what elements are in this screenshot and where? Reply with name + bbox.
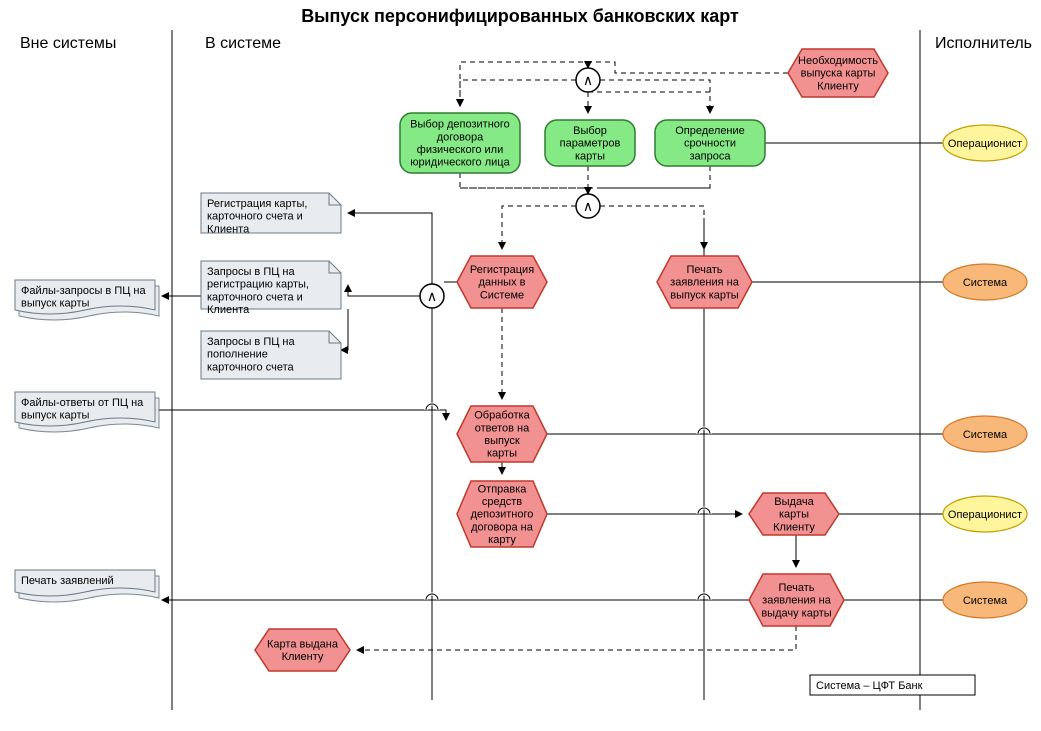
edge <box>357 626 796 650</box>
doc-text: Печать заявлений <box>21 575 114 587</box>
event-node: Необходимостьвыпуска картыКлиенту <box>788 49 888 97</box>
edge <box>341 309 348 350</box>
edge <box>588 92 710 113</box>
edge <box>155 410 446 420</box>
edge <box>502 206 576 249</box>
external-doc: Печать заявлений <box>15 570 159 602</box>
performer: Операционист <box>943 496 1027 532</box>
process-node: Определениесрочностизапроса <box>655 120 765 166</box>
gate-label: ∧ <box>583 72 593 88</box>
process-node: Выборпараметровкарты <box>545 120 635 166</box>
performer: Система <box>943 582 1027 618</box>
external-doc: Файлы-ответы от ПЦ навыпуск карты <box>15 392 159 432</box>
external-doc: Файлы-запросы в ПЦ навыпуск карты <box>15 280 159 320</box>
column-header: В системе <box>205 35 281 52</box>
event-node: Отправкасредствдепозитногодоговора накар… <box>457 481 547 547</box>
event-node: Карта выданаКлиенту <box>255 629 350 671</box>
gate-label: ∧ <box>427 288 437 304</box>
event-node: Регистрацияданных вСистеме <box>457 256 547 308</box>
performer: Система <box>943 416 1027 452</box>
note: Регистрация карты,карточного счета иКлие… <box>201 193 341 235</box>
edge <box>348 285 420 296</box>
edge <box>600 80 710 113</box>
performer-label: Операционист <box>948 138 1022 150</box>
performer: Операционист <box>943 125 1027 161</box>
edge <box>460 80 576 106</box>
note: Запросы в ПЦ нарегистрацию карты,карточн… <box>201 261 341 316</box>
event-node: Обработкаответов навыпусккарты <box>457 406 547 462</box>
performer-label: Система <box>963 277 1008 289</box>
caption-text: Система – ЦФТ Банк <box>816 680 923 692</box>
event-node: ВыдачакартыКлиенту <box>749 493 839 535</box>
column-header: Исполнитель <box>935 35 1032 52</box>
gate-label: ∧ <box>583 198 593 214</box>
note: Запросы в ПЦ напополнениекарточного счет… <box>201 331 341 379</box>
performer-label: Операционист <box>948 509 1022 521</box>
edge <box>348 213 432 284</box>
diagram-title: Выпуск персонифицированных банковских ка… <box>301 6 739 26</box>
column-header: Вне системы <box>20 35 116 52</box>
event-node: Печатьзаявления навыдачу карты <box>749 574 844 626</box>
edge <box>460 62 788 106</box>
edge <box>600 206 704 249</box>
performer-label: Система <box>963 595 1008 607</box>
node-label: Выбор депозитногодоговорафизического или… <box>410 119 510 169</box>
performer-label: Система <box>963 429 1008 441</box>
performer: Система <box>943 264 1027 300</box>
process-node: Выбор депозитногодоговорафизического или… <box>400 113 520 173</box>
edge <box>460 173 588 188</box>
event-node: Печатьзаявления навыпуск карты <box>657 256 752 308</box>
edge <box>600 166 710 188</box>
